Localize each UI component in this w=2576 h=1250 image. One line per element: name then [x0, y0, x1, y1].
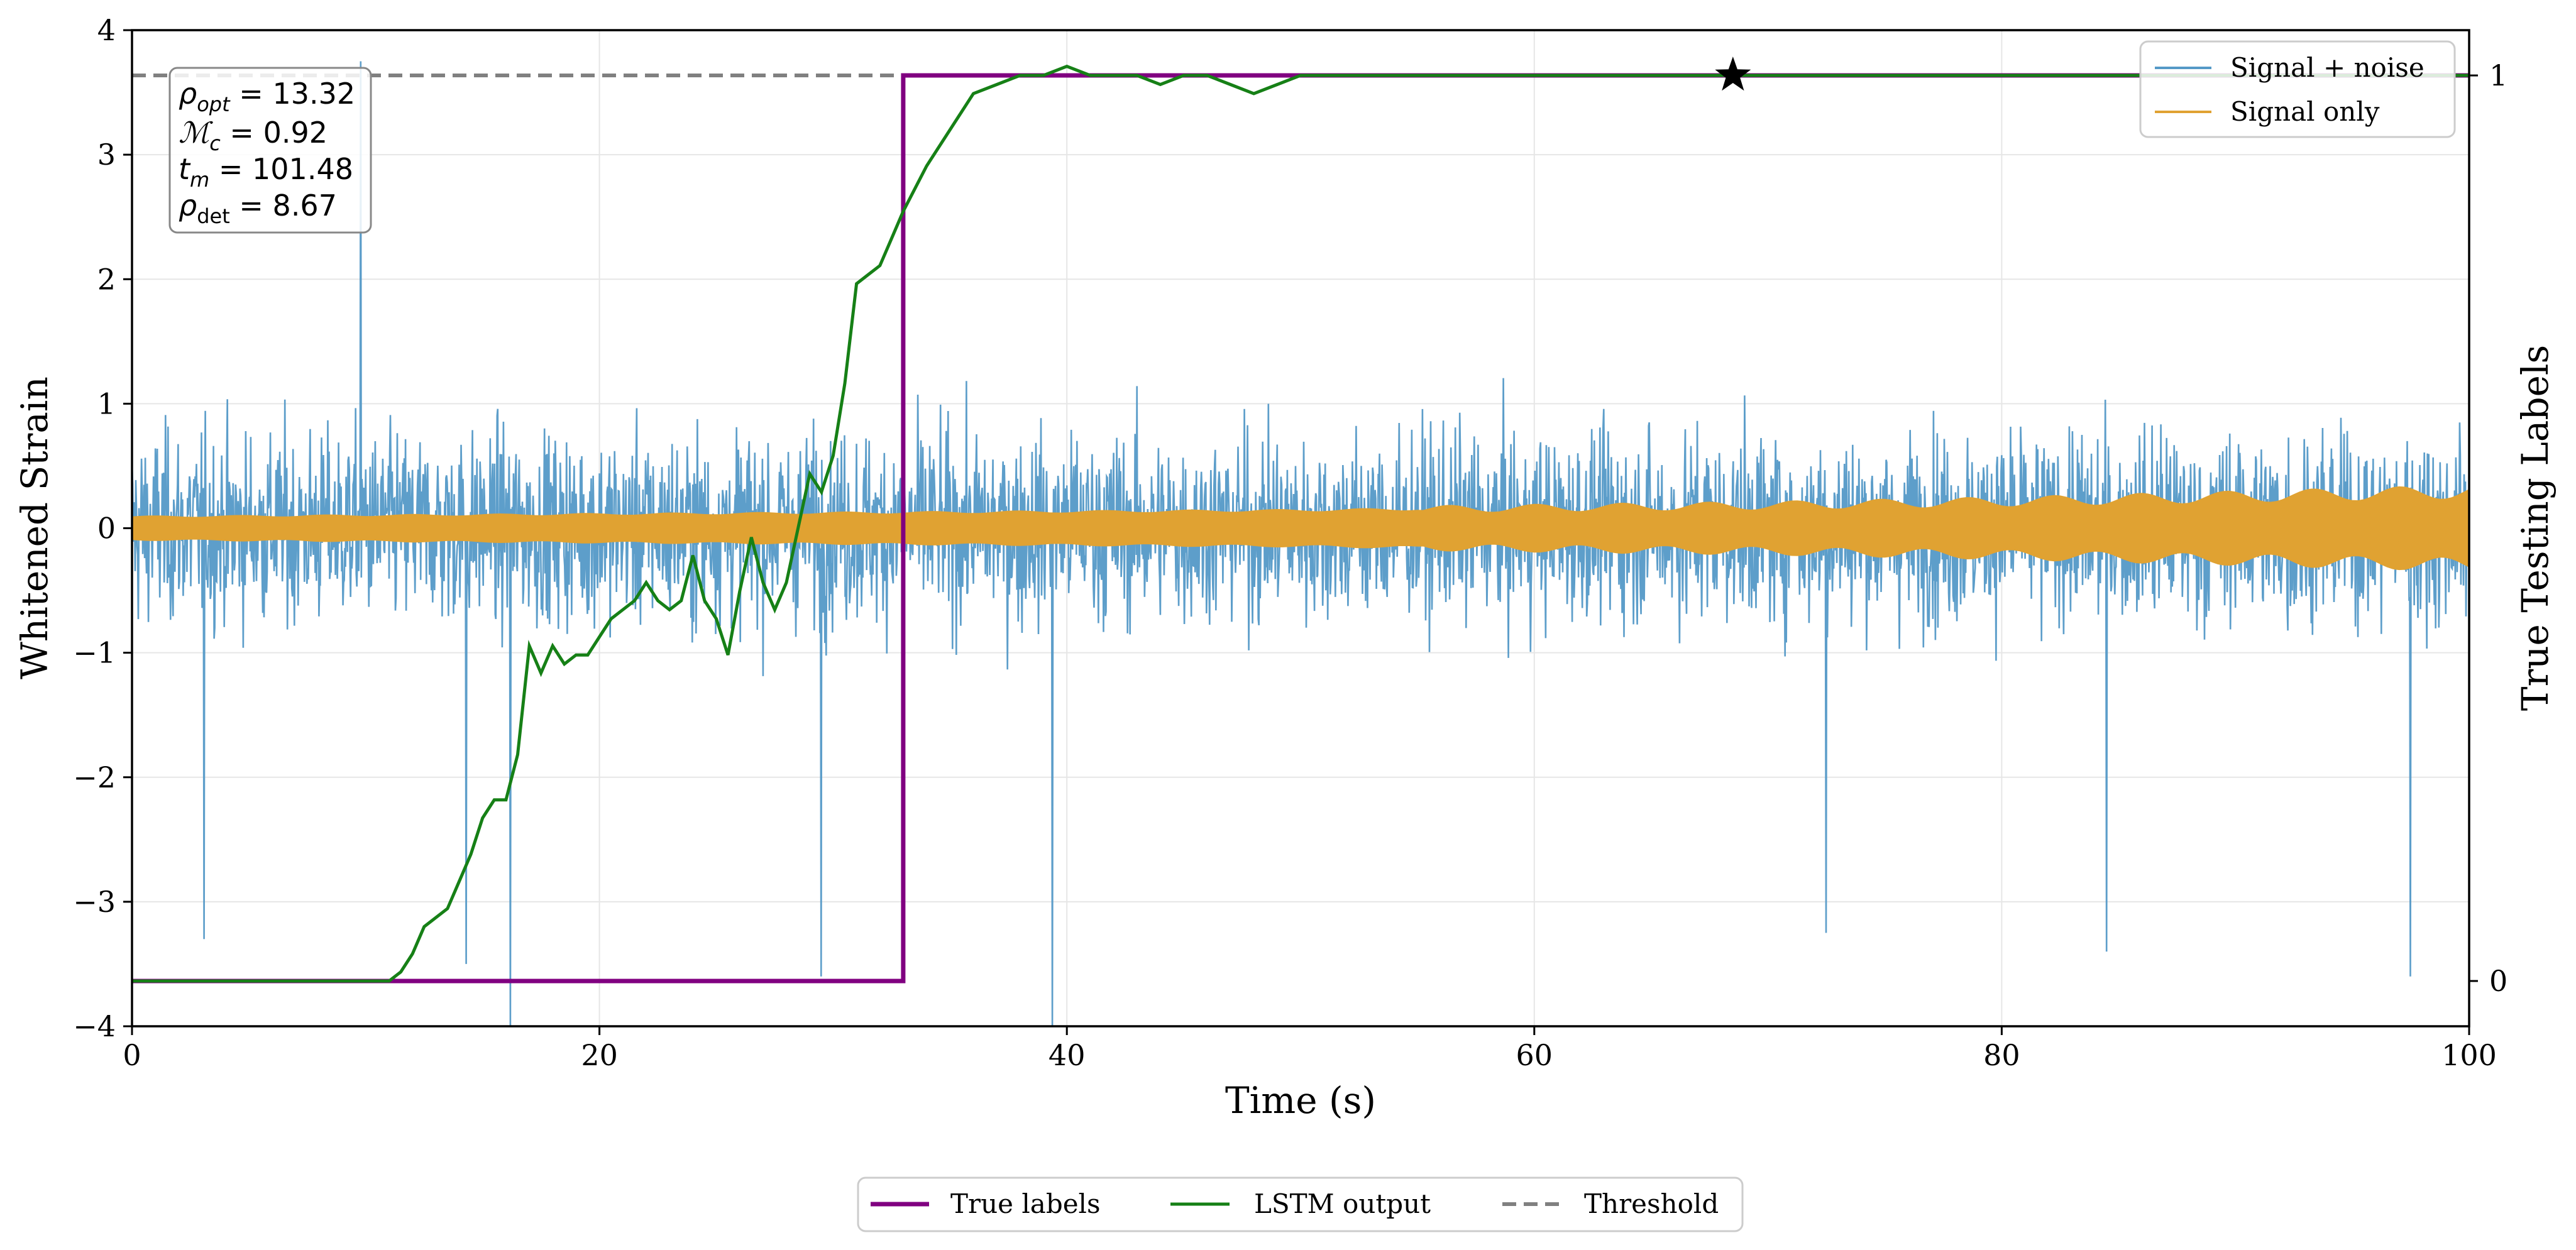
svg-text:tm = 101.48: tm = 101.48 — [179, 152, 353, 192]
y2-tick-label: 0 — [2489, 964, 2507, 998]
y-tick-label: 0 — [97, 512, 116, 546]
detection-star-icon — [1715, 57, 1751, 91]
rho-det-value: 8.67 — [273, 189, 337, 222]
legend-lstm-label: LSTM output — [1254, 1188, 1431, 1219]
legend-signal-noise-label: Signal + noise — [2230, 52, 2425, 83]
x-axis-label: Time (s) — [1225, 1079, 1376, 1122]
legend-top-right: Signal + noise Signal only — [2139, 40, 2456, 138]
x-tick-label: 0 — [123, 1038, 141, 1072]
x-tick-label: 20 — [581, 1038, 618, 1072]
y-tick-label: −4 — [73, 1009, 116, 1043]
rho-opt-value: 13.32 — [272, 77, 355, 111]
x-tick-label: 80 — [1983, 1038, 2020, 1072]
x-tick-label: 60 — [1516, 1038, 1553, 1072]
y2-axis-label: True Testing Labels — [2514, 345, 2557, 711]
signal-only-band — [132, 486, 2469, 571]
svg-text:ρopt = 13.32: ρopt = 13.32 — [179, 77, 355, 116]
svg-text:ℳc = 0.92: ℳc = 0.92 — [179, 116, 328, 155]
signal-only-series — [132, 486, 2469, 571]
y-tick-label: −1 — [73, 636, 116, 670]
parameter-annotation: ρopt = 13.32 ℳc = 0.92 tm = 101.48 ρdet … — [168, 67, 372, 234]
y-tick-label: 1 — [97, 387, 116, 420]
y2-axis: 01 — [2469, 58, 2507, 998]
y-tick-label: 2 — [97, 262, 116, 296]
x-tick-label: 40 — [1049, 1038, 1086, 1072]
x-axis: 0 20 40 60 80 100 — [123, 1026, 2497, 1072]
legend-bottom: True labels LSTM output Threshold — [857, 1176, 1744, 1232]
y-tick-label: −3 — [73, 885, 116, 919]
legend-true-labels-label: True labels — [950, 1188, 1101, 1219]
y2-tick-label: 1 — [2489, 58, 2507, 92]
legend-threshold-label: Threshold — [1584, 1188, 1719, 1219]
x-tick-label: 100 — [2441, 1038, 2497, 1072]
y-tick-label: 3 — [97, 138, 116, 172]
y-tick-label: −2 — [73, 760, 116, 794]
y-axis-label: Whitened Strain — [13, 376, 56, 679]
mc-value: 0.92 — [263, 116, 328, 150]
y-tick-label: 4 — [97, 13, 116, 47]
legend-signal-only-label: Signal only — [2230, 96, 2380, 127]
y-axis: −4 −3 −2 −1 0 1 2 3 4 — [73, 13, 132, 1043]
tm-value: 101.48 — [252, 152, 353, 186]
lstm-output-line — [132, 64, 2469, 983]
svg-text:ρdet = 8.67: ρdet = 8.67 — [179, 189, 337, 228]
